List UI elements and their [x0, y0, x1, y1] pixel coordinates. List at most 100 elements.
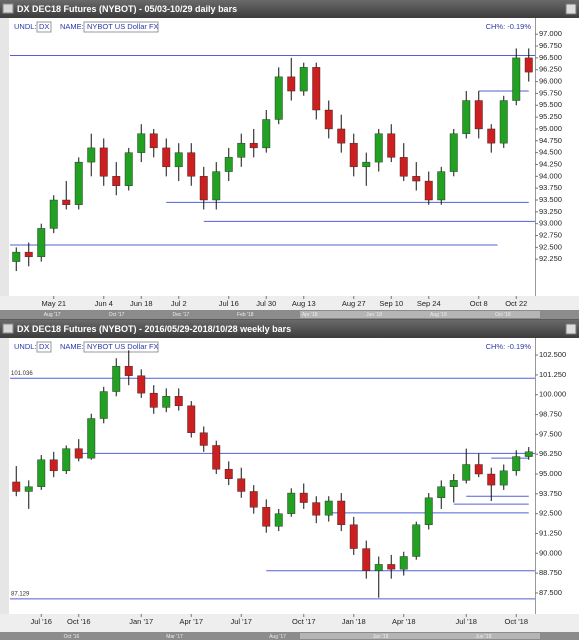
candle-body	[74, 161, 83, 205]
y-tick-label: 97.500	[539, 429, 562, 438]
y-tick-label: 92.500	[539, 242, 562, 251]
name-box	[83, 341, 159, 353]
candle-body	[187, 405, 196, 433]
candle-body	[462, 100, 471, 134]
y-tick-label: 102.500	[539, 350, 566, 359]
undl-box	[36, 341, 52, 353]
candle-body	[212, 171, 221, 201]
x-tick-label: Aug 27	[342, 299, 366, 308]
name-box	[83, 21, 159, 33]
candle-body	[437, 486, 446, 499]
candle-body	[149, 392, 158, 408]
name-value: NYBOT US Dollar FX	[87, 22, 159, 31]
level-label: 87.129	[11, 591, 30, 597]
y-tick-label: 93.750	[539, 183, 562, 192]
panel-icon	[2, 323, 14, 334]
nav-label: Oct '18	[495, 312, 511, 318]
y-tick-label: 92.250	[539, 254, 562, 263]
candle-body	[74, 448, 83, 459]
x-tick-label: Oct '18	[504, 617, 528, 626]
close-button[interactable]	[565, 3, 577, 15]
candle-body	[524, 57, 533, 73]
undl-value: DX	[39, 22, 49, 31]
x-tick-label: Oct '17	[292, 617, 316, 626]
candle-body	[324, 109, 333, 130]
candle-body	[399, 556, 408, 570]
candle-body	[524, 451, 533, 457]
x-tick-label: Jul 2	[171, 299, 187, 308]
candle-body	[162, 396, 171, 408]
x-tick-label: Sep 10	[379, 299, 403, 308]
y-tick-label: 95.250	[539, 112, 562, 121]
y-tick-label: 91.250	[539, 528, 562, 537]
undl-label: UNDL:	[14, 22, 37, 31]
y-tick-label: 94.750	[539, 136, 562, 145]
x-tick-label: Apr '17	[179, 617, 203, 626]
x-tick-label: Jul '16	[31, 617, 52, 626]
candle-body	[199, 432, 208, 446]
candle-body	[337, 128, 346, 144]
y-tick-label: 94.500	[539, 148, 562, 157]
undl-box	[36, 21, 52, 33]
x-tick-label: Jan '17	[129, 617, 153, 626]
y-tick-label: 94.250	[539, 159, 562, 168]
change: CH%: -0.19%	[486, 342, 532, 351]
y-tick-label: 96.250	[539, 449, 562, 458]
name-label: NAME:	[60, 22, 84, 31]
candle-body	[512, 57, 521, 101]
candle-body	[362, 548, 371, 571]
axis-sep	[535, 338, 536, 614]
candle-body	[474, 464, 483, 475]
candle-body	[449, 480, 458, 487]
y-tick-label: 95.000	[539, 469, 562, 478]
candle-body	[224, 469, 233, 479]
x-tick-label: Sep 24	[417, 299, 441, 308]
candle-body	[362, 161, 371, 168]
candle-body	[499, 470, 508, 486]
candle-body	[374, 564, 383, 571]
candle-body	[87, 147, 96, 163]
x-tick-label: May 21	[41, 299, 66, 308]
candle-body	[162, 147, 171, 168]
y-tick-label: 93.000	[539, 219, 562, 228]
y-tick-label: 88.750	[539, 568, 562, 577]
left-strip	[0, 18, 9, 296]
candle-body	[212, 445, 221, 470]
candle-body	[424, 497, 433, 525]
candle-body	[412, 524, 421, 557]
candle-body	[349, 142, 358, 168]
x-tick-label: Aug 13	[292, 299, 316, 308]
y-tick-label: 92.500	[539, 509, 562, 518]
x-tick-label: Jan '18	[342, 617, 366, 626]
candle-body	[224, 157, 233, 172]
candle-body	[174, 396, 183, 407]
nav-thumb[interactable]	[300, 311, 540, 318]
x-tick-label: Oct 22	[505, 299, 527, 308]
nav-label: Apr '18	[302, 312, 318, 318]
candle-body	[387, 564, 396, 570]
close-button[interactable]	[565, 323, 577, 335]
candle-body	[24, 486, 33, 492]
nav-label: Mar '17	[166, 634, 183, 640]
candle-body	[237, 478, 246, 492]
nav-thumb[interactable]	[300, 633, 540, 639]
candle-body	[37, 228, 46, 258]
nav-label: Aug '18	[430, 312, 447, 318]
x-tick-label: Oct '16	[67, 617, 91, 626]
y-tick-label: 93.250	[539, 207, 562, 216]
panel-title: DX DEC18 Futures (NYBOT) - 05/03-10/29 d…	[17, 4, 237, 14]
candle-body	[12, 251, 21, 262]
y-tick-label: 87.500	[539, 588, 562, 597]
undl-value: DX	[39, 342, 49, 351]
nav-label: Dec '17	[173, 312, 190, 318]
undl-label: UNDL:	[14, 342, 37, 351]
plot-bg	[0, 18, 579, 296]
x-axis-bg	[0, 296, 579, 310]
nav-label: Feb '18	[237, 312, 254, 318]
candle-body	[124, 152, 133, 186]
y-tick-label: 98.750	[539, 410, 562, 419]
candle-body	[487, 473, 496, 486]
candle-body	[137, 133, 146, 153]
candle-body	[349, 524, 358, 549]
